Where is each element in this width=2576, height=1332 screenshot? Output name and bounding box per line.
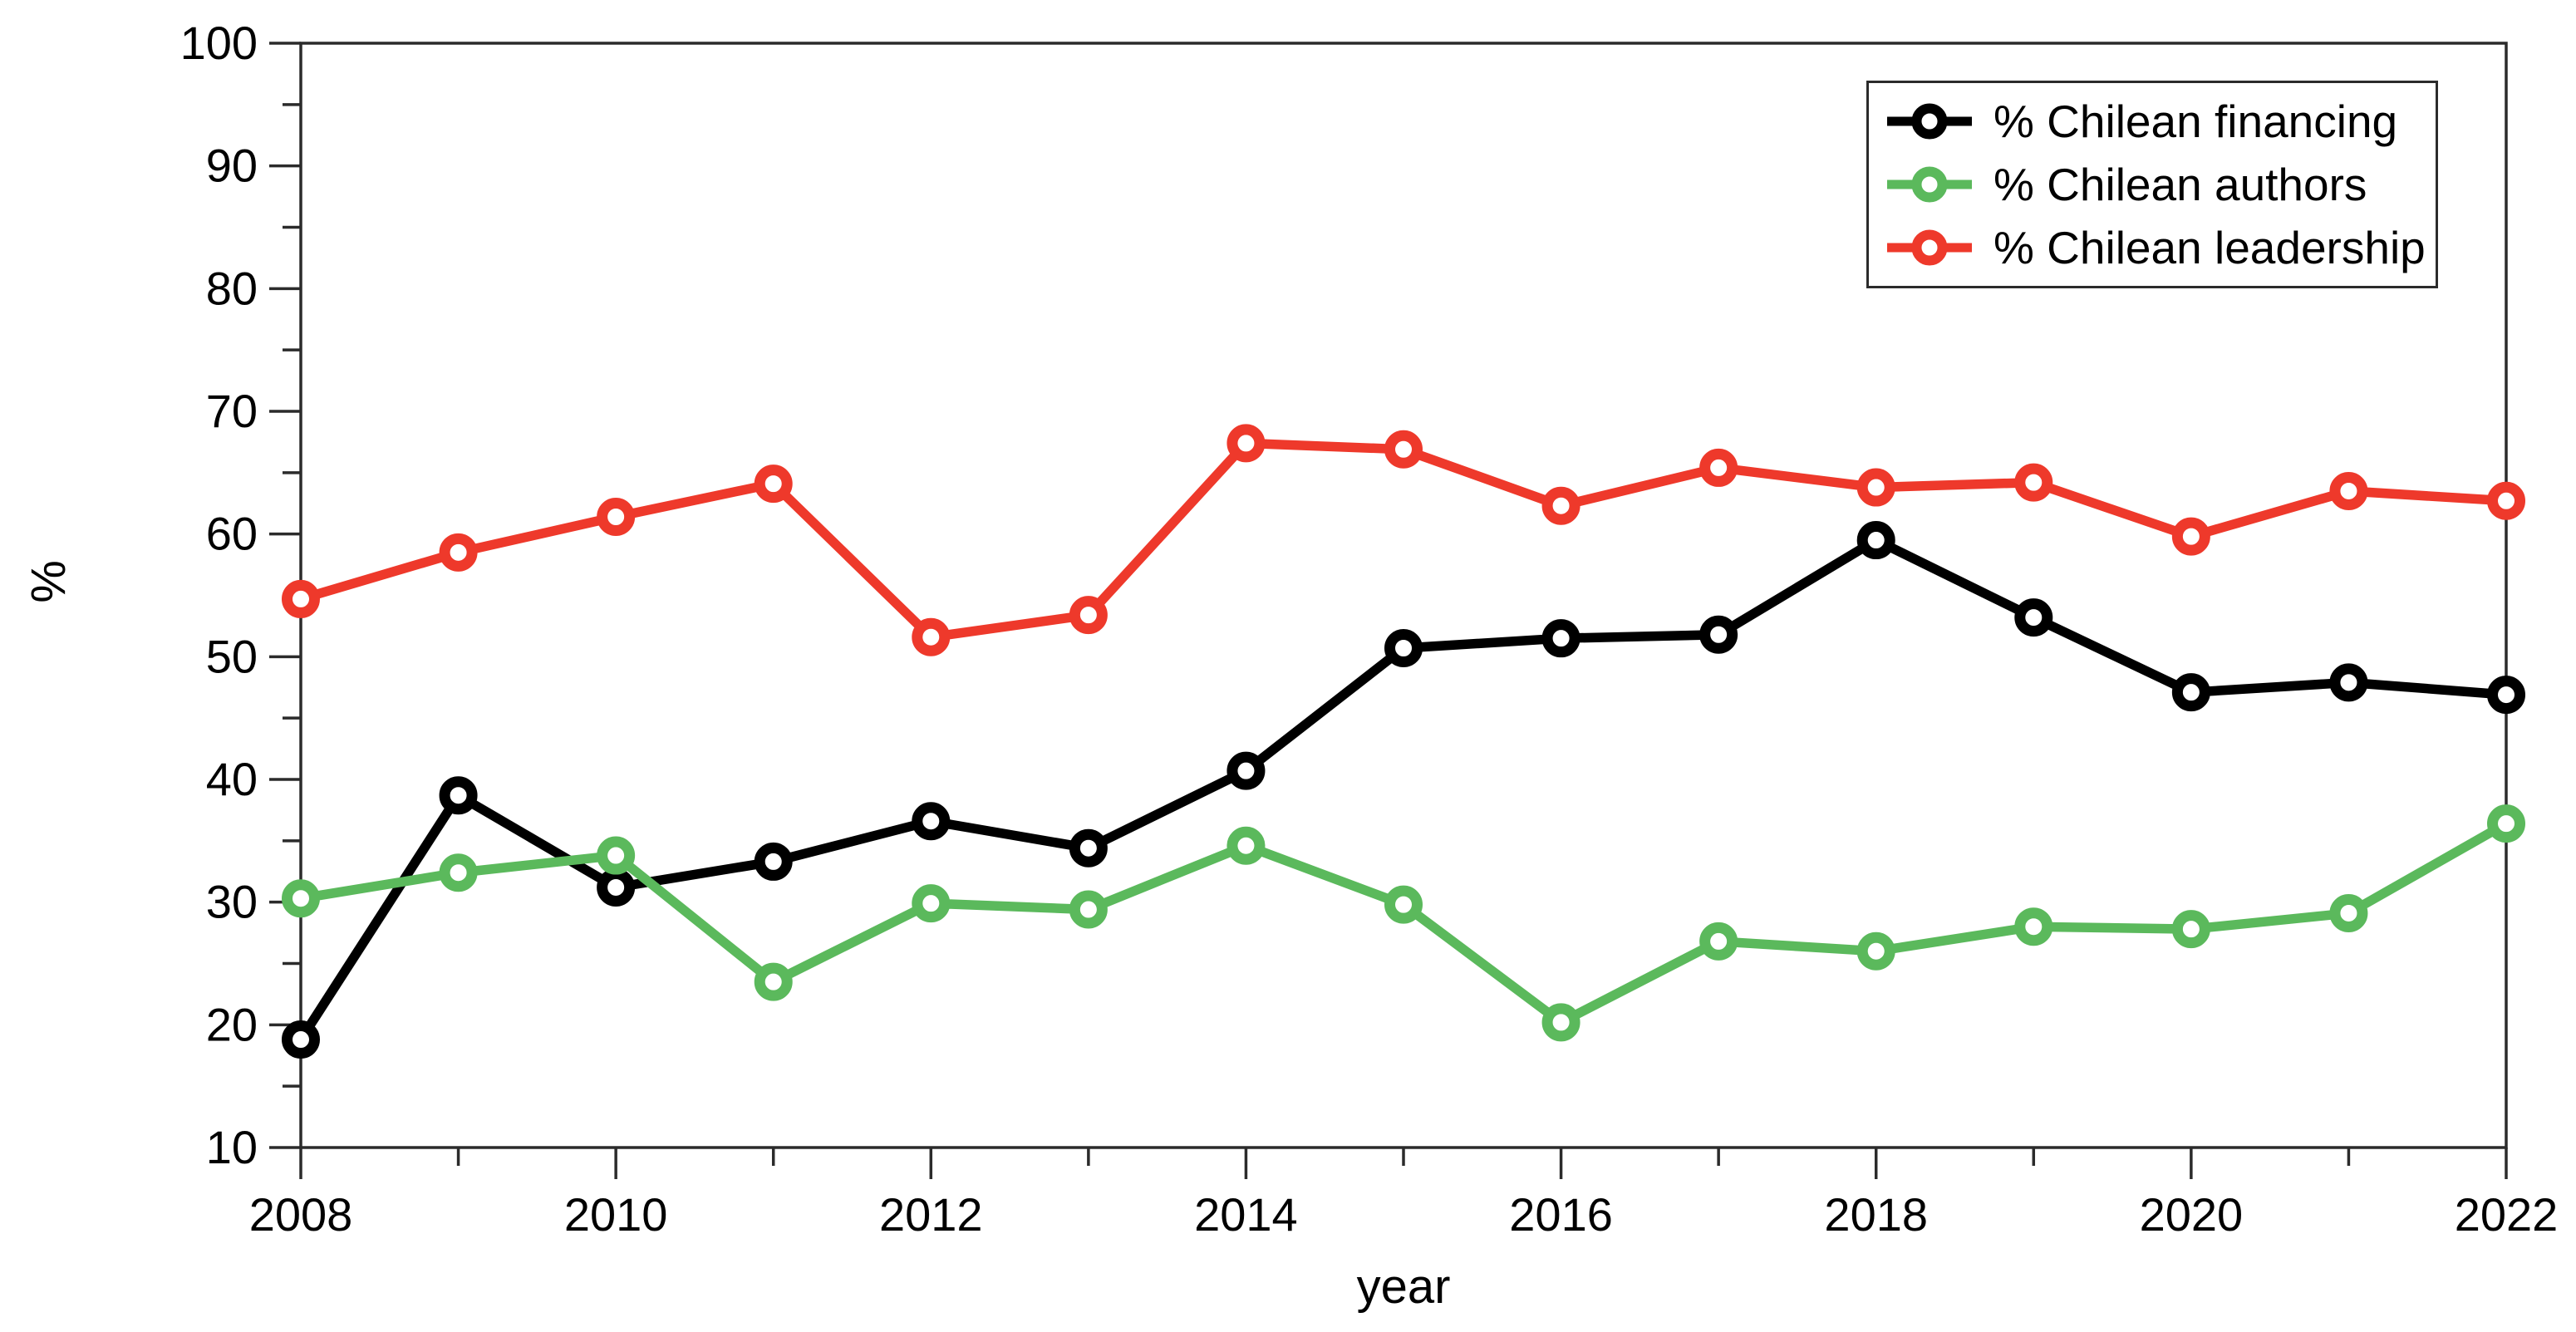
data-point-marker bbox=[2487, 676, 2525, 715]
data-point-marker bbox=[597, 497, 636, 536]
data-point-marker bbox=[2171, 673, 2210, 712]
x-tick-label: 2014 bbox=[1194, 1188, 1298, 1241]
data-point-marker bbox=[2329, 893, 2368, 932]
y-tick-label: 60 bbox=[206, 508, 258, 560]
data-point-marker bbox=[2487, 804, 2525, 843]
legend-label-authors: % Chilean authors bbox=[1993, 158, 2367, 210]
data-point-marker bbox=[1856, 468, 1895, 507]
legend-item-leadership: % Chilean leadership bbox=[1884, 224, 2426, 271]
data-point-marker bbox=[912, 884, 951, 923]
data-point-marker bbox=[912, 802, 951, 841]
data-point-marker bbox=[2171, 517, 2210, 556]
y-tick-label: 30 bbox=[206, 876, 258, 928]
data-point-marker bbox=[2487, 481, 2525, 520]
x-axis-title: year bbox=[1357, 1260, 1451, 1314]
data-point-marker bbox=[1384, 885, 1423, 924]
data-point-marker bbox=[282, 879, 320, 918]
data-point-marker bbox=[2014, 463, 2053, 502]
data-point-marker bbox=[1541, 1003, 1581, 1042]
data-point-marker bbox=[1384, 430, 1423, 469]
data-point-marker bbox=[282, 1020, 320, 1059]
x-tick-label: 2018 bbox=[1824, 1188, 1928, 1241]
legend: % Chilean financing % Chilean authors % … bbox=[1866, 81, 2438, 288]
data-point-marker bbox=[439, 853, 478, 892]
y-tick-label: 90 bbox=[206, 140, 258, 192]
x-tick-label: 2012 bbox=[879, 1188, 983, 1241]
x-tick-label: 2008 bbox=[249, 1188, 353, 1241]
y-tick-label: 40 bbox=[206, 753, 258, 805]
data-point-marker bbox=[1227, 826, 1266, 865]
data-point-marker bbox=[1227, 424, 1266, 463]
x-tick-label: 2010 bbox=[564, 1188, 668, 1241]
y-tick-label: 100 bbox=[180, 17, 258, 69]
data-point-marker bbox=[1699, 922, 1738, 961]
y-tick-label: 70 bbox=[206, 385, 258, 437]
data-point-marker bbox=[2171, 910, 2210, 949]
data-point-marker bbox=[439, 533, 478, 572]
legend-marker-leadership-icon bbox=[1887, 229, 1972, 266]
data-point-marker bbox=[1541, 486, 1581, 525]
legend-marker-authors-icon bbox=[1887, 166, 1972, 203]
data-point-marker bbox=[2329, 663, 2368, 702]
data-point-marker bbox=[1227, 751, 1266, 790]
x-tick-label: 2022 bbox=[2455, 1188, 2559, 1241]
y-tick-label: 10 bbox=[206, 1121, 258, 1173]
legend-label-leadership: % Chilean leadership bbox=[1993, 221, 2426, 273]
data-point-marker bbox=[282, 579, 320, 618]
data-point-marker bbox=[1384, 628, 1423, 667]
data-point-marker bbox=[1856, 521, 1895, 560]
data-point-marker bbox=[2329, 471, 2368, 510]
data-point-marker bbox=[754, 842, 793, 881]
data-point-marker bbox=[597, 868, 636, 907]
data-point-marker bbox=[912, 617, 951, 656]
data-point-marker bbox=[2014, 907, 2053, 946]
x-tick-label: 2020 bbox=[2140, 1188, 2244, 1241]
data-point-marker bbox=[1069, 890, 1108, 929]
data-point-marker bbox=[1699, 448, 1738, 487]
legend-item-authors: % Chilean authors bbox=[1884, 161, 2421, 208]
data-point-marker bbox=[1069, 828, 1108, 868]
y-axis-title: % bbox=[22, 560, 76, 603]
series-line-0 bbox=[297, 534, 2507, 1043]
data-point-marker bbox=[439, 776, 478, 815]
x-tick-label: 2016 bbox=[1509, 1188, 1613, 1241]
data-point-marker bbox=[597, 836, 636, 875]
legend-item-financing: % Chilean financing bbox=[1884, 98, 2421, 145]
legend-label-financing: % Chilean financing bbox=[1993, 95, 2398, 147]
y-tick-label: 50 bbox=[206, 630, 258, 682]
y-tick-label: 20 bbox=[206, 998, 258, 1050]
data-point-marker bbox=[1541, 619, 1581, 658]
y-tick-label: 80 bbox=[206, 262, 258, 314]
data-point-marker bbox=[2014, 598, 2053, 637]
data-point-marker bbox=[754, 962, 793, 1001]
data-point-marker bbox=[1069, 596, 1108, 635]
data-point-marker bbox=[754, 464, 793, 504]
legend-marker-financing-icon bbox=[1887, 103, 1972, 140]
data-point-marker bbox=[1699, 615, 1738, 654]
data-point-marker bbox=[1856, 931, 1895, 971]
